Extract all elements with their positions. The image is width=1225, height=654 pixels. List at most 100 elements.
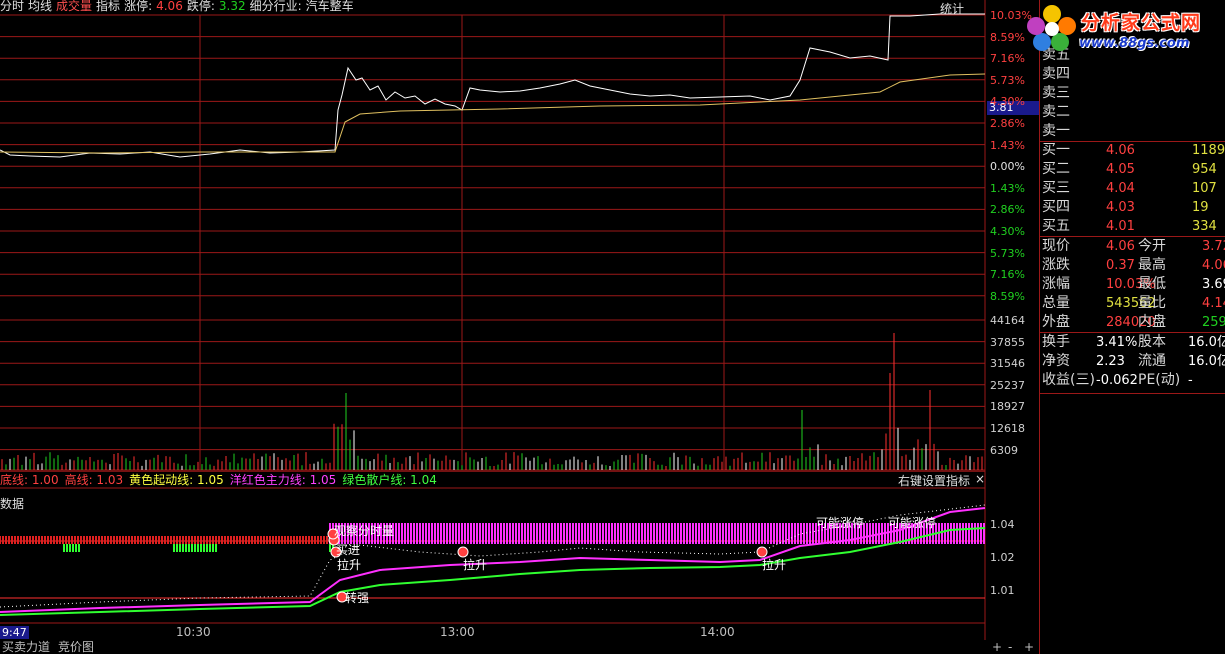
indicator-close-icon[interactable]: × <box>975 472 986 486</box>
tab-auction-chart[interactable]: 竞价图 <box>58 640 95 654</box>
quote-label: 今开 <box>1138 238 1166 254</box>
zoom-in-button[interactable]: + <box>992 640 1003 654</box>
annotation-buy: 买进 <box>336 543 361 557</box>
fundamental-value: - <box>1188 373 1193 388</box>
price-axis-label: 7.16% <box>990 52 1025 66</box>
signal-marker-icon <box>330 546 342 558</box>
volume-axis-label: 18927 <box>990 400 1025 414</box>
stat-button[interactable]: 统计 <box>940 2 965 16</box>
price-axis-label: 2.86% <box>990 203 1025 217</box>
watermark-url: www.88gs.com <box>1079 36 1190 51</box>
bid-label: 买一 <box>1042 142 1070 158</box>
annotation-strong: 转强 <box>345 591 370 605</box>
annotation-observe: 观察分时量 <box>334 524 395 538</box>
chart-area[interactable] <box>0 0 1039 654</box>
chart-canvas[interactable] <box>0 0 1039 654</box>
price-axis-label: 1.43% <box>990 138 1025 152</box>
bid-price: 4.01 <box>1106 219 1135 234</box>
time-start: 9:47 <box>0 626 29 639</box>
quote-label: 最高 <box>1138 257 1166 273</box>
annotation-limit-2: 可能涨停 <box>888 516 937 530</box>
bid-volume: 1189 <box>1192 143 1225 158</box>
ask-row: 卖二 <box>1042 103 1225 122</box>
tab-buy-sell-force[interactable]: 买卖力道 <box>2 640 51 654</box>
price-axis-label: 5.73% <box>990 73 1025 87</box>
price-axis-label: 0.00% <box>990 160 1025 174</box>
annotation-lift-2: 拉升 <box>463 558 488 572</box>
bid-volume: 107 <box>1192 181 1217 196</box>
time-label-1300: 13:00 <box>440 625 475 639</box>
quote-label: 内盘 <box>1138 314 1166 330</box>
indicator-axis-label: 1.04 <box>990 518 1015 531</box>
quote-label: 外盘 <box>1042 314 1070 330</box>
average-line <box>0 73 986 154</box>
quote-value: 4.06 <box>1106 239 1135 254</box>
indicator-legend: 底线: 1.00 高线: 1.03 黄色起动线: 1.05 洋红色主力线: 1.05 绿… <box>0 472 443 488</box>
bid-label: 买三 <box>1042 180 1070 196</box>
bid-label: 买二 <box>1042 161 1070 177</box>
flower-logo-icon <box>1027 5 1076 51</box>
quote-label: 涨幅 <box>1042 276 1070 292</box>
fundamental-label: 股本 <box>1138 334 1166 350</box>
chart-toolbar: 分时 均线 成交量 指标 涨停: 4.06 跌停: 3.32 细分行业: 汽车整车 <box>0 0 358 14</box>
zoom-out-button[interactable]: - <box>1008 640 1013 654</box>
ask-label: 卖一 <box>1042 123 1070 139</box>
main-force-line <box>0 507 986 613</box>
fundamental-value: 16.0亿 <box>1188 335 1225 350</box>
bid-row: 买三 4.04 107 <box>1042 179 1225 198</box>
fundamental-label: PE(动) <box>1138 372 1181 388</box>
toolbar-item: 均线 <box>28 0 53 13</box>
indicator-legend-item: 洋红色主力线: 1.05 <box>229 473 337 487</box>
indicator-settings-label[interactable]: 右键设置指标 <box>898 474 971 488</box>
volume-axis-label: 12618 <box>990 422 1025 435</box>
ask-label: 卖五 <box>1042 47 1070 63</box>
quote-value: 543562 <box>1106 296 1156 311</box>
annotation-lift-1: 拉升 <box>337 558 362 572</box>
panel-separator <box>1040 393 1225 394</box>
signal-marker-icon <box>336 591 348 603</box>
bid-row: 买四 4.03 19 <box>1042 198 1225 217</box>
quote-label: 现价 <box>1042 238 1070 254</box>
indicator-legend-item: 底线: 1.00 <box>0 473 59 487</box>
annotation-lift-3: 拉升 <box>762 558 787 572</box>
price-axis-label: 7.16% <box>990 268 1025 282</box>
toolbar-item: 汽车整车 <box>305 0 354 13</box>
indicator-legend-item: 高线: 1.03 <box>64 473 124 487</box>
ask-row: 卖五 <box>1042 46 1225 65</box>
indicator-legend-item: 绿色散户线: 1.04 <box>342 473 437 487</box>
bid-label: 买五 <box>1042 218 1070 234</box>
panel-separator <box>1040 332 1225 333</box>
quote-value: 0.37 <box>1106 258 1135 273</box>
toolbar-item: 跌停: <box>186 0 215 13</box>
fundamental-value: 16.0亿 <box>1188 354 1225 369</box>
bid-row: 买一 4.06 1189 <box>1042 141 1225 160</box>
quote-row: 涨幅 10.03%最低 3.69 <box>1042 275 1225 294</box>
toolbar-item: 3.32 <box>218 0 246 13</box>
price-axis-label: 8.59% <box>990 289 1025 303</box>
toolbar-item: 指标 <box>96 0 121 13</box>
toolbar-item: 涨停: <box>124 0 153 13</box>
retail-line <box>0 527 986 616</box>
quote-panel: 卖五 卖四 卖三 卖二 卖一 买一 4.06 1189 买二 4.05 954 买三 4.04 107 买四… <box>1039 0 1225 654</box>
indicator-legend-item: 黄色起动线: 1.05 <box>129 473 224 487</box>
bottom-tab-bar: 买卖力道 竞价图 + - + <box>0 640 1039 654</box>
panel-separator <box>1040 141 1225 142</box>
quote-label: 涨跌 <box>1042 257 1070 273</box>
current-price-tag: 3.81 <box>987 101 1039 115</box>
indicator-axis-label: 1.01 <box>990 584 1015 597</box>
volume-axis-label: 25237 <box>990 378 1025 392</box>
fundamental-value: 3.41% <box>1096 335 1138 350</box>
expand-button[interactable]: + <box>1024 640 1035 654</box>
time-label-1030: 10:30 <box>176 625 211 639</box>
signal-marker-icon <box>756 546 768 558</box>
quote-value: 4.14 <box>1202 296 1225 311</box>
price-axis-label: 4.30% <box>990 95 1025 109</box>
ask-row: 卖一 <box>1042 122 1225 141</box>
bid-price: 4.03 <box>1106 200 1135 215</box>
bid-label: 买四 <box>1042 199 1070 215</box>
indicator-data-label: 数据 <box>0 497 25 511</box>
toolbar-item: 4.06 <box>156 0 183 13</box>
bid-row: 买五 4.01 334 <box>1042 217 1225 236</box>
quote-value: 284020 <box>1106 315 1156 330</box>
